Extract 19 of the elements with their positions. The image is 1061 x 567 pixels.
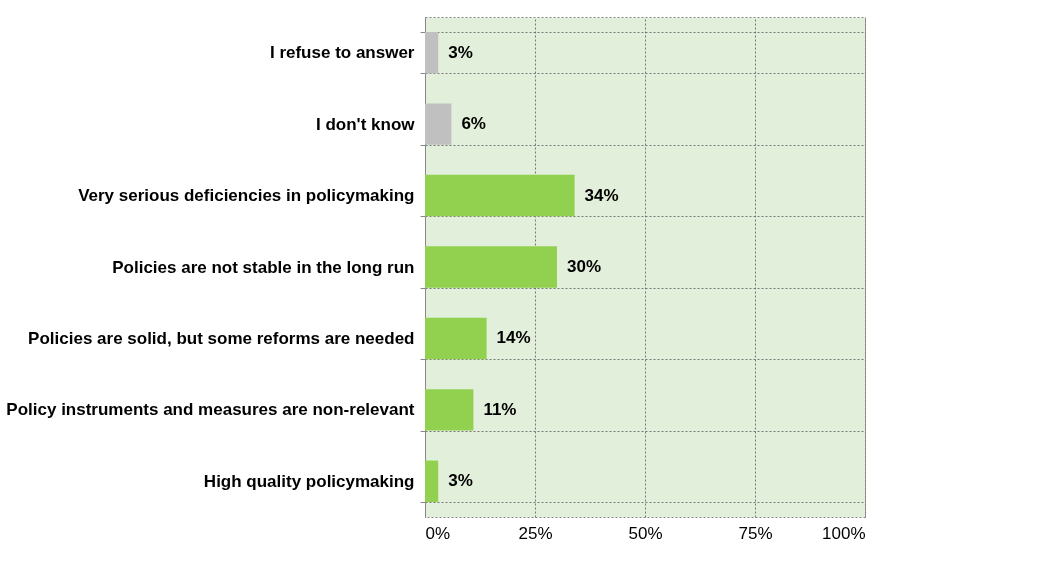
- y-tick-label: Policy instruments and measures are non-relevant: [6, 400, 415, 420]
- data-label: 11%: [483, 399, 517, 419]
- y-tick-label: Very serious deficiencies in policymaking: [78, 186, 415, 206]
- y-tick-label: Policies are not stable in the long run: [112, 257, 415, 277]
- x-tick-label: 25%: [518, 523, 553, 543]
- data-label: 14%: [496, 328, 531, 348]
- data-label: 34%: [584, 185, 619, 205]
- x-tick-label: 50%: [628, 523, 663, 543]
- y-tick-label: I don't know: [316, 114, 416, 134]
- x-tick-label: 75%: [738, 523, 773, 543]
- x-tick-label: 100%: [822, 523, 866, 543]
- y-tick-label: High quality policymaking: [203, 471, 415, 491]
- x-tick-label: 0%: [425, 523, 451, 543]
- data-label: 3%: [448, 42, 473, 62]
- data-label: 6%: [461, 114, 486, 134]
- data-label: 3%: [448, 471, 473, 491]
- y-tick-label: Policies are solid, but some reforms are needed: [28, 328, 415, 348]
- data-label: 30%: [567, 257, 602, 276]
- y-tick-label: I refuse to answer: [269, 43, 415, 63]
